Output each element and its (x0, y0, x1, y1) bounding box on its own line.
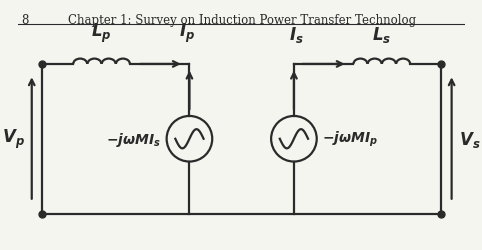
Text: $\bfit{L}_{\bfit{s}}$: $\bfit{L}_{\bfit{s}}$ (372, 25, 391, 45)
Text: $\bfit{I}_{\bfit{p}}$: $\bfit{I}_{\bfit{p}}$ (179, 22, 195, 45)
Text: $\bfit{L}_{\bfit{p}}$: $\bfit{L}_{\bfit{p}}$ (91, 22, 112, 45)
Text: $\bfit{V}_{\bfit{p}}$: $\bfit{V}_{\bfit{p}}$ (2, 128, 25, 151)
Text: $\bfit{-j\omega MI_p}$: $\bfit{-j\omega MI_p}$ (322, 130, 378, 149)
Text: $\bfit{V}_{\bfit{s}}$: $\bfit{V}_{\bfit{s}}$ (459, 129, 480, 149)
Text: $\bfit{I}_{\bfit{s}}$: $\bfit{I}_{\bfit{s}}$ (289, 25, 304, 45)
Text: $\bfit{-j\omega MI_s}$: $\bfit{-j\omega MI_s}$ (106, 130, 161, 148)
Text: 8: 8 (21, 14, 28, 26)
Text: Chapter 1: Survey on Induction Power Transfer Technolog: Chapter 1: Survey on Induction Power Tra… (67, 14, 416, 26)
